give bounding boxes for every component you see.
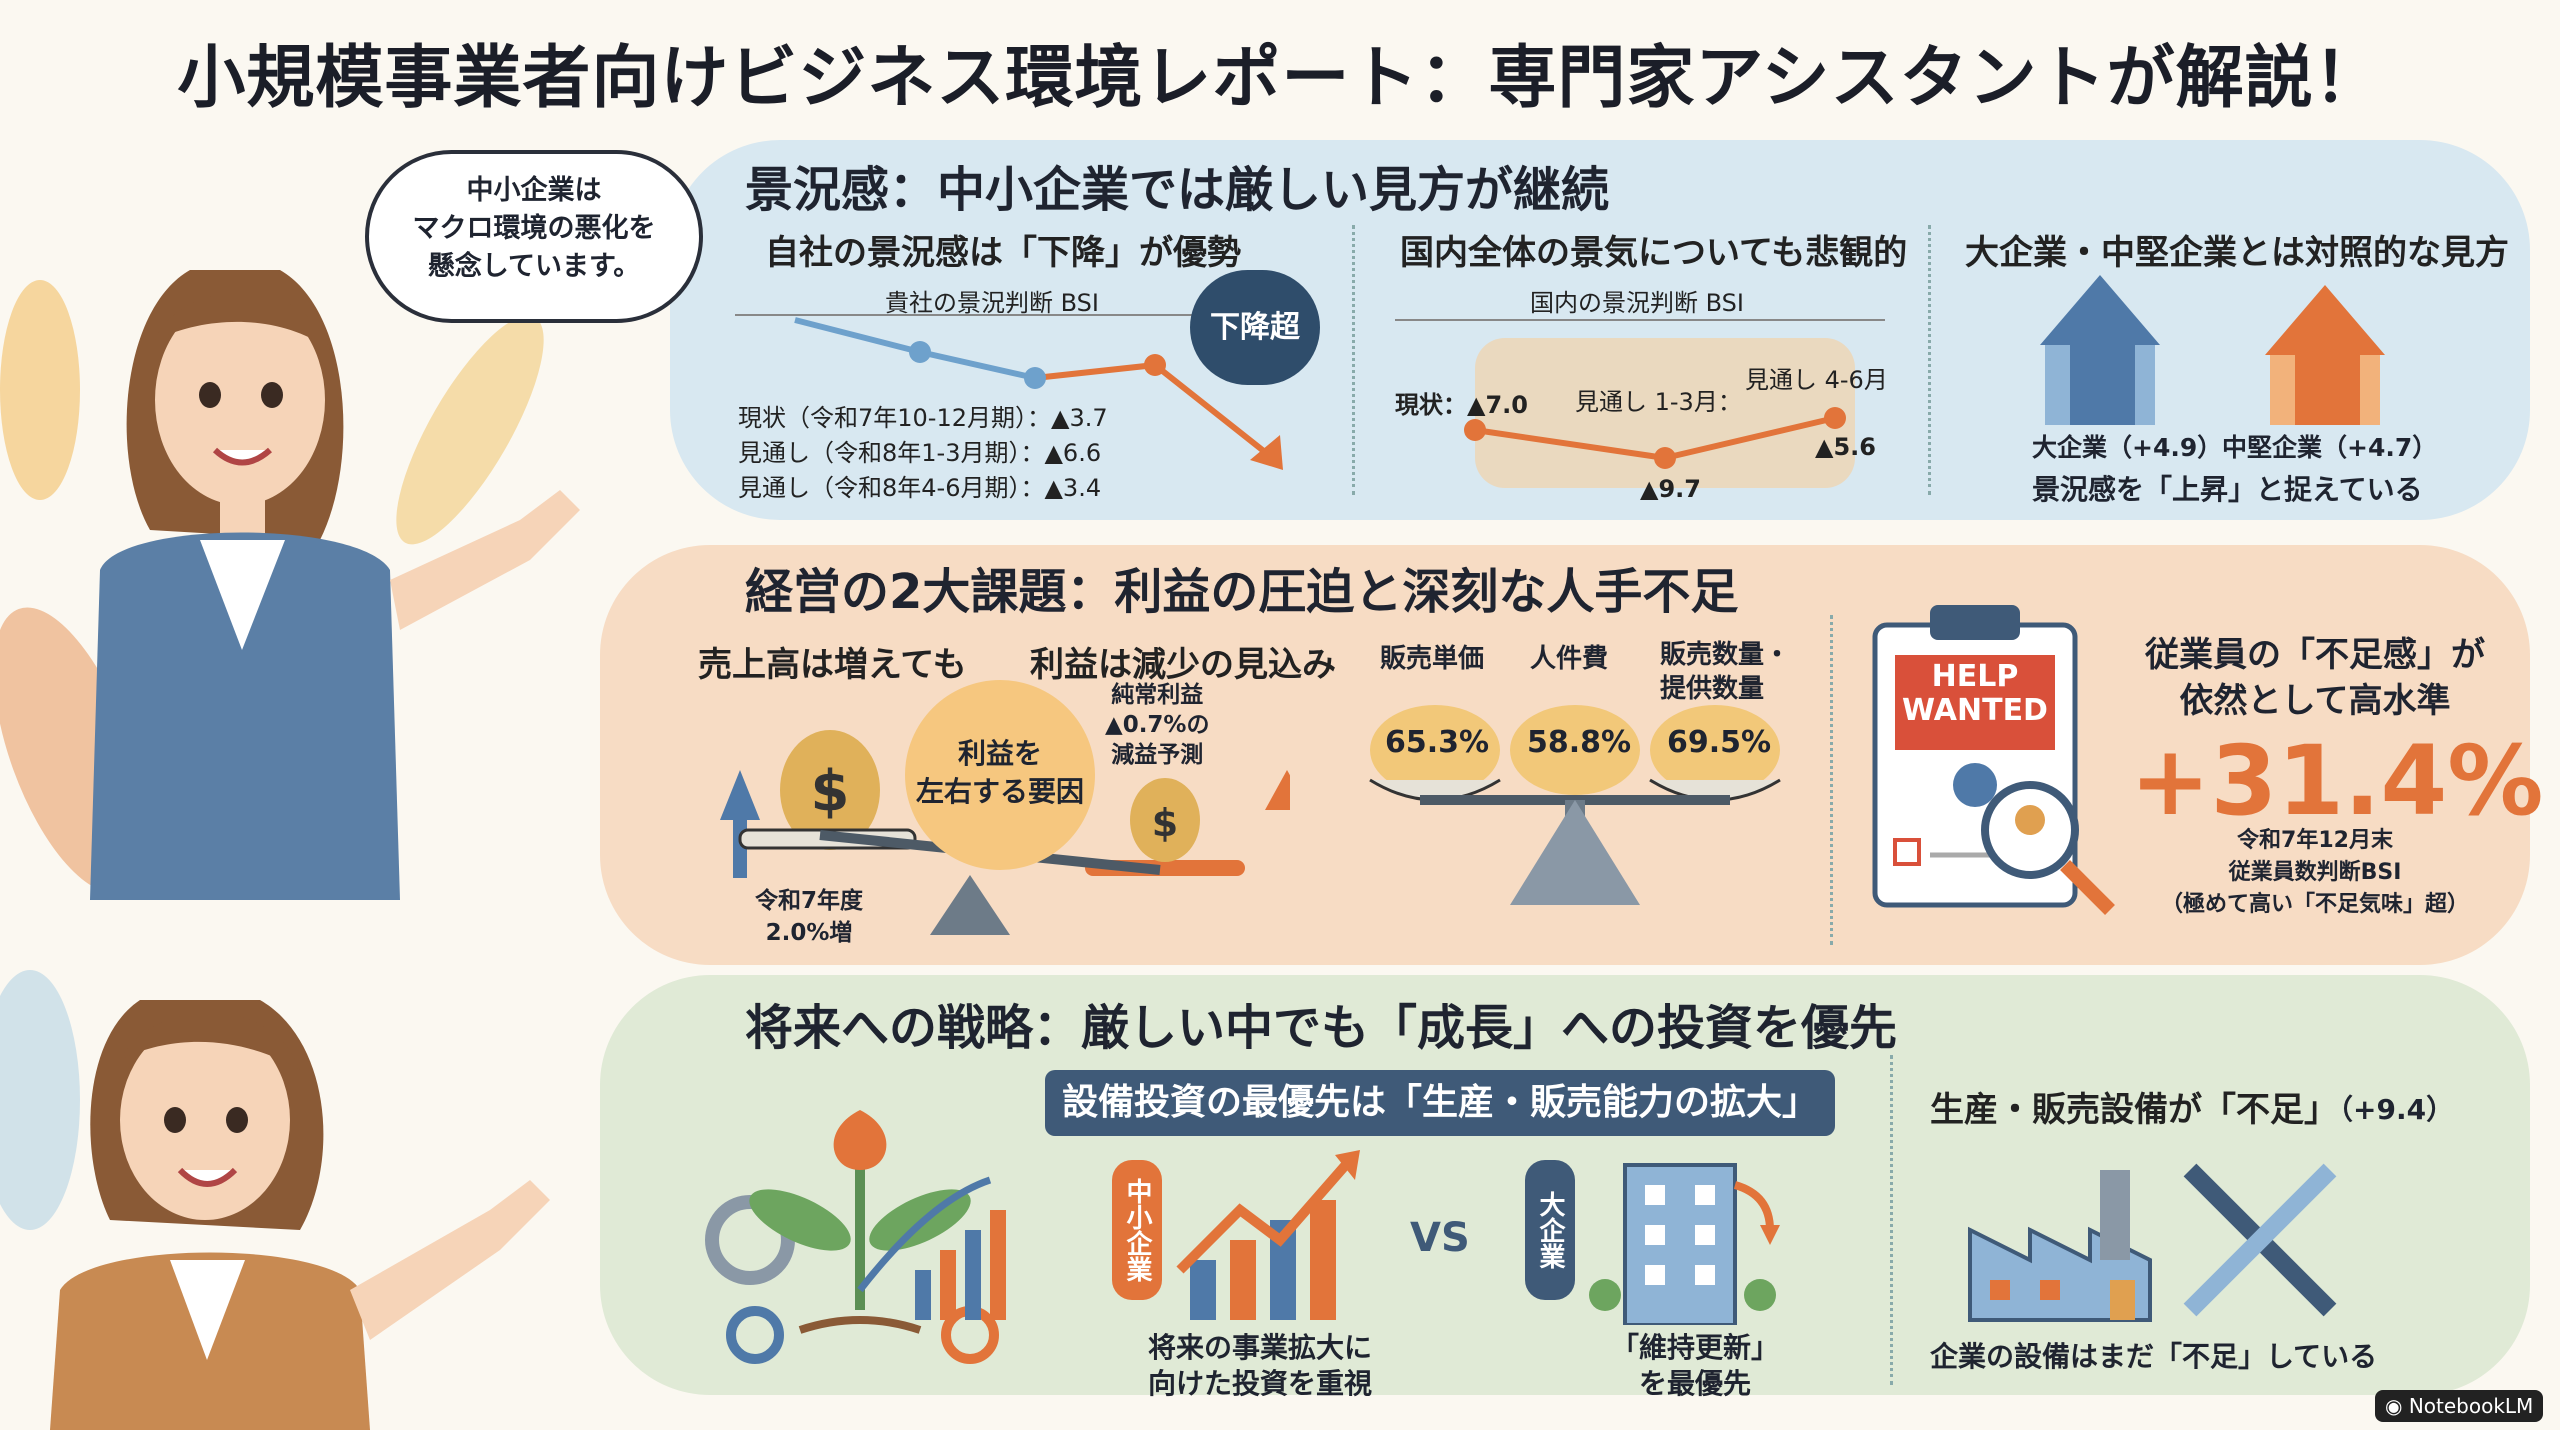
labor-shortage-note: 令和7年12月末 従業員数判断BSI （極めて高い「不足気味」超） [2160, 828, 2469, 917]
vs-label: VS [1410, 1215, 1470, 1261]
equipment-shortage-value: （+9.4） [2325, 1093, 2455, 1126]
divider [1830, 615, 1833, 945]
own-bsi-line-3: 見通し（令和8年4-6月期）：▲3.4 [738, 474, 1102, 502]
labor-shortage-value: +31.4% [2130, 725, 2544, 837]
profit-balance-scale: $ $ [720, 730, 1290, 935]
own-bsi-point-q2 [1144, 354, 1166, 376]
divider [1928, 225, 1931, 495]
factor-balance-scale [1369, 705, 1781, 905]
factor-value-labor: 58.8% [1527, 725, 1632, 760]
large-building-icon [1589, 1163, 1780, 1325]
sales-increase-note: 令和7年度 2.0%増 [755, 888, 864, 946]
equipment-shortage-caption: 企業の設備はまだ「不足」している [1930, 1340, 2378, 1373]
national-bsi-chart-title: 国内の景況判断 BSI [1530, 289, 1744, 317]
sme-tag: 中小企業 [1112, 1160, 1162, 1300]
divider [1890, 1055, 1893, 1385]
mid-firm-bsi: 中堅企業（+4.7） [2222, 433, 2438, 462]
section-outlook-title: 景況感：中小企業では厳しい見方が継続 [745, 162, 1610, 218]
section-strategy-title: 将来への戦略：厳しい中でも「成長」への投資を優先 [745, 1000, 1898, 1056]
own-bsi-chart [735, 314, 1283, 470]
speech-bubble: 中小企業は マクロ環境の悪化を 懸念しています。 [365, 150, 703, 323]
equipment-shortage-title: 生産・販売設備が「不足」 [1930, 1090, 2338, 1130]
national-bsi-now: 現状：▲7.0 [1395, 391, 1528, 419]
sales-up-label: 売上高は増えても [698, 645, 967, 685]
large-firms-subtitle: 大企業・中堅企業とは対照的な見方 [1965, 233, 2509, 273]
notebooklm-logo: ◉ NotebookLM [2375, 1390, 2544, 1422]
sme-growth-chart-icon [1176, 1150, 1360, 1320]
national-bsi-q1-label: 見通し 1-3月： [1575, 388, 1742, 416]
help-wanted-sign: HELP WANTED [1902, 659, 2048, 728]
labor-shortage-title: 従業員の「不足感」が 依然として高水準 [2145, 635, 2485, 721]
page-title: 小規模事業者向けビジネス環境レポート：専門家アシスタントが解説！ [177, 39, 2383, 118]
leaf-decoration [0, 280, 544, 1230]
national-bsi-point-q1 [1654, 447, 1676, 469]
help-wanted-clipboard [1872, 605, 2115, 915]
large-firms-caption: 景況感を「上昇」と捉えている [2032, 473, 2423, 506]
svg-text:$: $ [1152, 801, 1178, 845]
assistant-avatar-2 [50, 1000, 550, 1430]
large-tag: 大企業 [1525, 1160, 1575, 1300]
national-bsi-chart [1395, 319, 1885, 488]
national-bsi-point-q2 [1824, 407, 1846, 429]
own-bsi-line-2: 見通し（令和8年1-3月期）：▲6.6 [738, 439, 1102, 467]
svg-text:$: $ [811, 759, 850, 824]
own-bsi-point-q4 [909, 341, 931, 363]
capex-priority-banner: 設備投資の最優先は「生産・販売能力の拡大」 [1045, 1070, 1835, 1136]
factor-label-price: 販売単価 [1380, 644, 1485, 674]
national-bsi-q1-value: ▲9.7 [1640, 475, 1701, 503]
factor-label-labor: 人件費 [1530, 644, 1609, 674]
profit-factor-circle [905, 680, 1095, 870]
factor-label-volume: 販売数量・ 提供数量 [1660, 640, 1791, 704]
decline-badge: 下降超 [1190, 270, 1320, 385]
own-bsi-chart-title: 貴社の景況判断 BSI [885, 289, 1099, 317]
divider [1352, 225, 1355, 495]
national-bsi-q2-value: ▲5.6 [1815, 433, 1876, 461]
factor-value-volume: 69.5% [1667, 725, 1772, 760]
sme-caption: 将来の事業拡大に 向けた投資を重視 [1147, 1331, 1372, 1400]
large-caption: 「維持更新」 を最優先 [1610, 1331, 1779, 1400]
own-bsi-point-q1 [1024, 367, 1046, 389]
own-outlook-subtitle: 自社の景況感は「下降」が優勢 [765, 233, 1241, 273]
profit-down-label: 利益は減少の見込み [1030, 645, 1336, 685]
profit-forecast-note: 純常利益 ▲0.7%の 減益予測 [1105, 682, 1210, 768]
factory-tools-icon [1968, 1163, 2337, 1322]
growth-plant-icon [705, 1110, 1006, 1364]
national-bsi-point-now [1464, 419, 1486, 441]
large-firms-rise-icon [2040, 275, 2385, 425]
factor-value-price: 65.3% [1385, 725, 1490, 760]
national-outlook-subtitle: 国内全体の景気についても悲観的 [1400, 233, 1908, 273]
footer-brand: NotebookLM [2408, 1394, 2534, 1418]
assistant-avatar-1 [90, 270, 580, 900]
profit-factor-label: 利益を 左右する要因 [915, 737, 1084, 808]
national-bsi-q2-label: 見通し 4-6月 [1745, 366, 1888, 394]
section-issues-title: 経営の2大課題：利益の圧迫と深刻な人手不足 [745, 564, 1739, 620]
own-bsi-line-1: 現状（令和7年10-12月期）：▲3.7 [738, 404, 1108, 432]
speech-bubble-text: 中小企業は マクロ環境の悪化を 懸念しています。 [412, 175, 656, 282]
large-firm-bsi: 大企業（+4.9） [2032, 433, 2223, 462]
